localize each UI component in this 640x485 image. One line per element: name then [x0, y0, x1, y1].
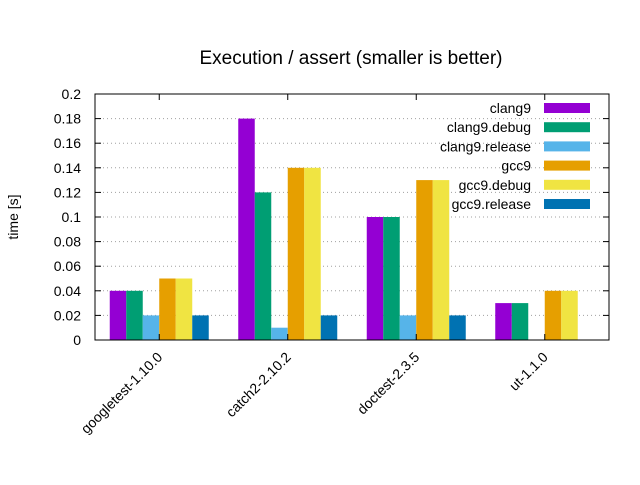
y-tick-label: 0.04 [54, 283, 81, 299]
bar-clang9-debug [383, 217, 400, 340]
bar-gcc9-debug [561, 290, 578, 340]
bar-gcc9 [416, 180, 433, 340]
bar-gcc9 [159, 278, 176, 340]
bar-gcc9 [287, 167, 305, 340]
legend-swatch [544, 122, 590, 133]
x-tick-label: doctest-2.3.5 [354, 349, 423, 418]
y-tick-label: 0.14 [54, 160, 81, 176]
legend-label: clang9.debug [447, 119, 531, 135]
legend-label: gcc9.debug [459, 177, 531, 193]
bar-clang9 [495, 303, 512, 340]
y-axis-ticks: 0 0.02 0.04 0.06 0.08 0.1 0.12 0.14 0.16 0.18 0.2 [54, 86, 609, 348]
y-tick-label: 0.1 [62, 209, 82, 225]
legend-label: clang9.release [440, 138, 531, 154]
y-tick-label: 0.2 [62, 86, 82, 102]
bar-gcc9-release [449, 315, 466, 340]
y-tick-label: 0.12 [54, 184, 81, 200]
chart-title: Execution / assert (smaller is better) [199, 48, 502, 69]
legend-label: clang9 [490, 100, 531, 116]
bar-gcc9-debug [304, 167, 321, 340]
bar-gcc9 [544, 290, 562, 340]
y-tick-label: 0.16 [54, 135, 81, 151]
bar-gcc9-debug [432, 180, 450, 340]
legend-swatch [544, 199, 590, 209]
legend-swatch [544, 160, 590, 171]
grid-lines [95, 118, 609, 316]
legend-swatch [544, 141, 590, 152]
bar-clang9 [366, 217, 384, 340]
bar-clang9-release [399, 315, 417, 340]
legend-label: gcc9 [501, 158, 531, 174]
legend-label: gcc9.release [452, 196, 532, 212]
y-tick-label: 0.06 [54, 258, 81, 274]
bar-gcc9-release [320, 315, 338, 340]
x-tick-label: catch2-2.10.2 [223, 349, 294, 420]
legend: clang9 clang9.debug clang9.release gcc9 gcc9… [440, 100, 590, 212]
bar-gcc9-release [192, 315, 209, 340]
bar-clang9 [109, 290, 127, 340]
x-tick-label: googletest-1.10.0 [78, 349, 166, 437]
bar-clang9-debug [126, 290, 143, 340]
bar-clang9-release [271, 327, 288, 340]
y-tick-label: 0.18 [54, 111, 81, 127]
x-tick-label: ut-1.1.0 [506, 349, 551, 394]
bar-clang9 [238, 118, 255, 340]
bar-gcc9-debug [175, 278, 193, 340]
bar-clang9-release [142, 315, 160, 340]
y-tick-label: 0 [73, 332, 81, 348]
bar-clang9-debug [511, 303, 529, 340]
legend-swatch [544, 103, 590, 113]
y-tick-label: 0.08 [54, 234, 81, 250]
bar-clang9-debug [254, 192, 272, 340]
bars [109, 118, 578, 340]
y-tick-label: 0.02 [54, 307, 81, 323]
legend-swatch [544, 179, 590, 190]
y-axis-label: time [s] [5, 194, 21, 239]
